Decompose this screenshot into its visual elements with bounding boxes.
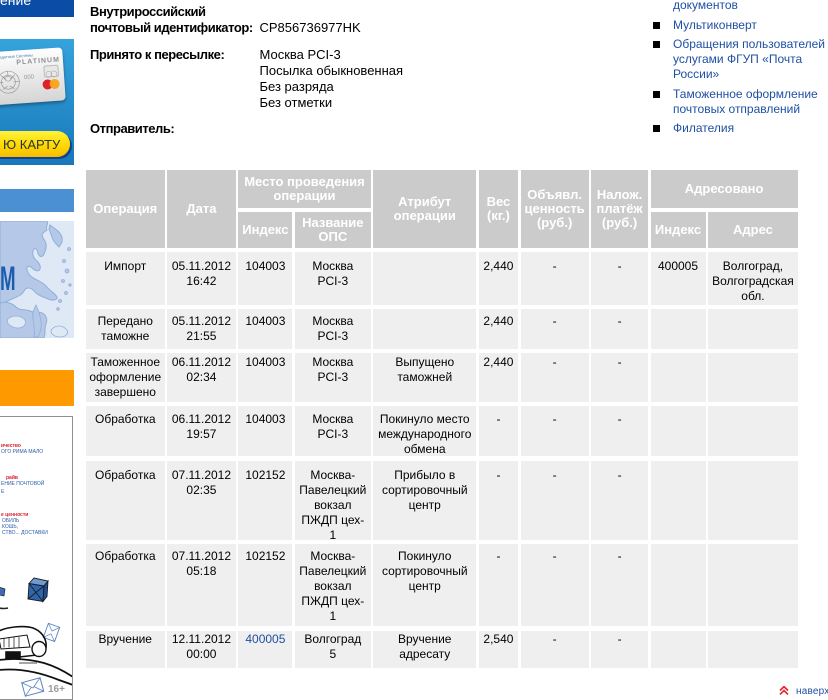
svg-text:М: М [0, 259, 16, 297]
svg-text:16+: 16+ [48, 684, 65, 695]
